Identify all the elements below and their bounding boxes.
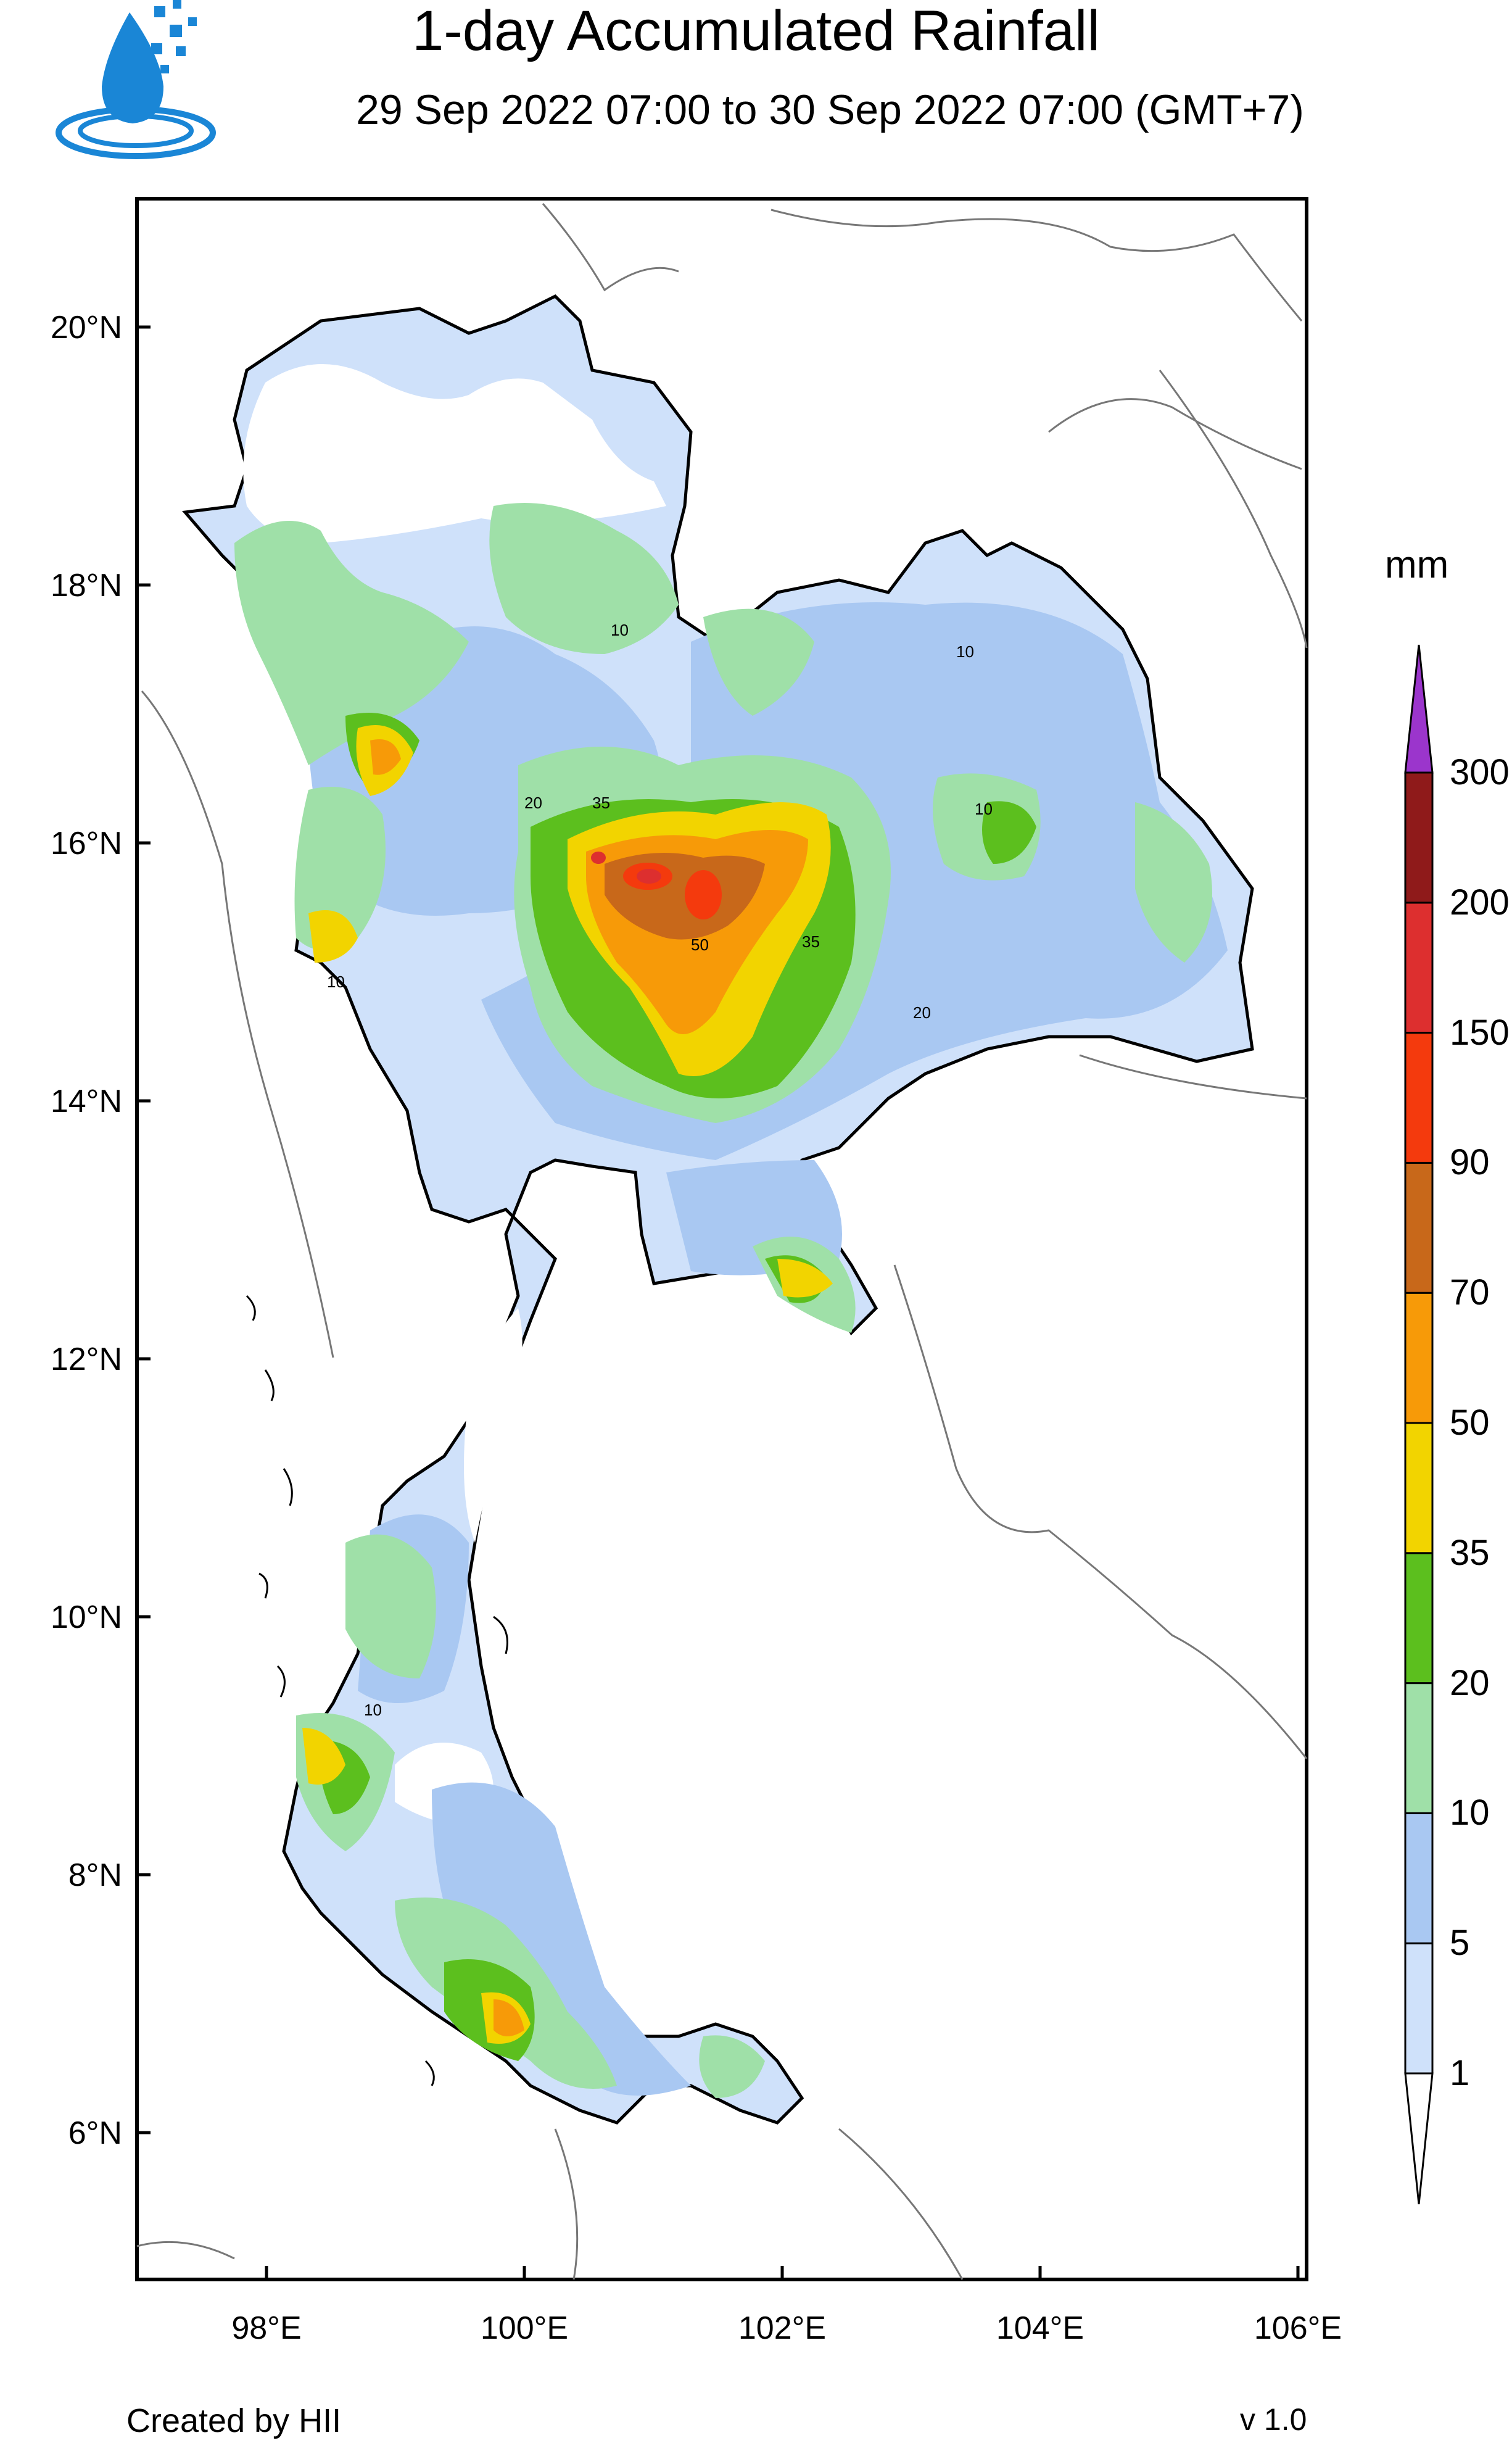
lat-label: 14°N	[51, 1084, 122, 1119]
lat-label: 8°N	[68, 1857, 122, 1893]
colorbar-level-label: 70	[1450, 1272, 1490, 1313]
lon-labels: 98°E 100°E 102°E 104°E 106°E	[231, 2310, 1342, 2346]
contour-labels: 10 10 20 35 50 35 10 10 20 10	[327, 621, 993, 1719]
dry-area-south	[464, 1308, 523, 1543]
colorbar-level-label: 20	[1450, 1662, 1490, 1703]
lon-label: 100°E	[481, 2310, 568, 2346]
colorbar-segment	[1404, 1292, 1434, 1424]
contour-label: 10	[611, 621, 629, 639]
lat-label: 10°N	[51, 1599, 122, 1635]
hii-logo	[56, 0, 216, 159]
colorbar-level-label: 1	[1450, 2053, 1470, 2093]
lat-label: 6°N	[68, 2115, 122, 2151]
contour-label: 50	[691, 935, 709, 954]
colorbar-level-label: 200	[1450, 882, 1510, 923]
colorbar-level-label: 10	[1450, 1793, 1490, 1833]
contour-label: 10	[975, 800, 993, 818]
islands	[246, 1295, 508, 2086]
map-title: 1-day Accumulated Rainfall	[412, 0, 1100, 62]
map-subtitle: 29 Sep 2022 07:00 to 30 Sep 2022 07:00 (…	[356, 86, 1304, 133]
colorbar-level-label: 35	[1450, 1532, 1490, 1573]
lat-ticks	[137, 325, 151, 2134]
zone-150-200	[591, 852, 661, 884]
lon-label: 104°E	[996, 2310, 1084, 2346]
contour-label: 10	[327, 973, 345, 991]
thailand-rainfall	[182, 294, 1254, 2125]
colorbar-segment	[1404, 1032, 1434, 1164]
colorbar-level-label: 150	[1450, 1012, 1510, 1053]
contour-label: 35	[592, 794, 610, 812]
lat-label: 18°N	[51, 568, 122, 603]
colorbar-segment	[1404, 771, 1434, 904]
lon-ticks	[265, 2266, 1300, 2279]
colorbar-level-label: 50	[1450, 1403, 1490, 1443]
contour-label: 20	[524, 794, 542, 812]
version-text: v 1.0	[1240, 2402, 1307, 2437]
contour-label: 35	[802, 932, 820, 951]
colorbar-segment	[1404, 1682, 1434, 1814]
dry-area-north	[243, 364, 666, 543]
lat-label: 12°N	[51, 1342, 122, 1377]
lat-labels: 20°N 18°N 16°N 14°N 12°N 10°N 8°N 6°N	[51, 310, 122, 2151]
contour-label: 10	[956, 642, 974, 661]
neighbor-borders	[136, 203, 1308, 2280]
colorbar-level-label: 5	[1450, 1923, 1470, 1964]
lon-label: 106°E	[1254, 2310, 1342, 2346]
colorbar-segment	[1404, 1422, 1434, 1554]
colorbar-segment	[1404, 1161, 1434, 1294]
colorbar-level-label: 300	[1450, 752, 1510, 792]
lon-label: 102°E	[738, 2310, 826, 2346]
lat-label: 16°N	[51, 826, 122, 861]
colorbar-segment	[1404, 1812, 1434, 1944]
contour-label: 20	[913, 1003, 931, 1022]
colorbar	[1404, 644, 1434, 2205]
lon-label: 98°E	[231, 2310, 301, 2346]
credit-text: Created by HII	[126, 2402, 342, 2439]
colorbar-bottom-arrow	[1404, 2072, 1434, 2205]
colorbar-segment	[1404, 1942, 1434, 2075]
legend-unit: mm	[1385, 544, 1449, 586]
colorbar-segment	[1404, 1552, 1434, 1685]
colorbar-segment	[1404, 902, 1434, 1034]
contour-label: 10	[364, 1701, 382, 1719]
colorbar-level-label: 90	[1450, 1142, 1490, 1183]
lat-label: 20°N	[51, 310, 122, 346]
colorbar-top-arrow	[1404, 644, 1434, 774]
